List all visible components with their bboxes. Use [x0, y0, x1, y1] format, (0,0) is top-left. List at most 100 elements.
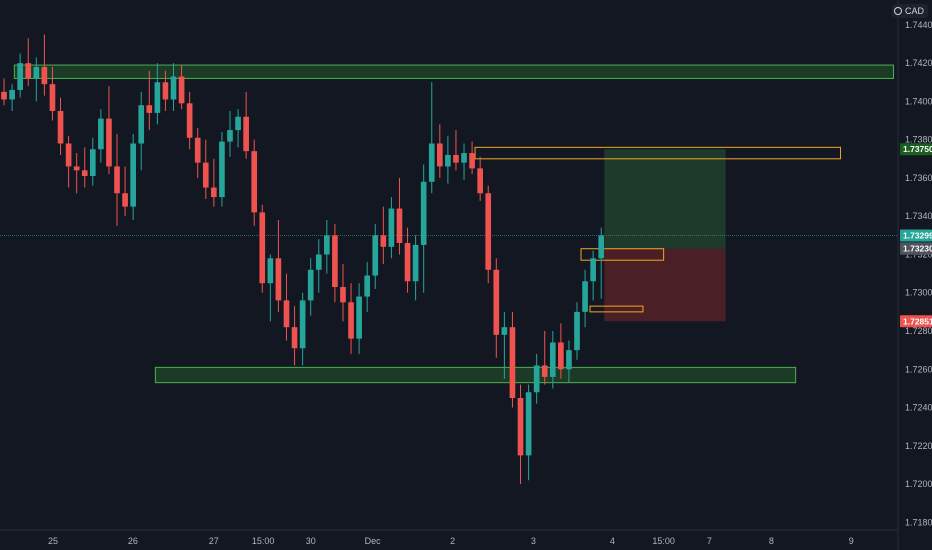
- candle-body: [558, 342, 564, 370]
- candle-body: [194, 137, 201, 163]
- candle-body: [372, 235, 379, 276]
- candle-body: [106, 118, 112, 167]
- candle-body: [41, 66, 48, 85]
- candle-body: [81, 170, 88, 177]
- time-tick-label: 30: [306, 536, 316, 546]
- candle-body: [332, 235, 338, 288]
- time-tick-label: 15:00: [652, 536, 675, 546]
- candle-body: [356, 296, 362, 339]
- candle-body: [291, 327, 298, 349]
- candle-body: [114, 166, 120, 194]
- candle-body: [33, 66, 40, 79]
- candle-body: [202, 162, 209, 188]
- candle-body: [525, 392, 532, 456]
- time-tick-label: 3: [531, 536, 536, 546]
- candle-body: [445, 154, 451, 167]
- candle-body: [49, 84, 56, 111]
- zone-support-resistance-0: [13, 64, 895, 79]
- candle-body: [461, 153, 467, 163]
- candle-body: [122, 193, 128, 207]
- price-tick-label: 1.73400: [905, 211, 932, 221]
- candle-body: [396, 208, 403, 243]
- candle-body: [453, 154, 459, 163]
- candle-body: [9, 89, 15, 100]
- candle-body: [17, 63, 23, 90]
- time-tick-label: 7: [707, 536, 712, 546]
- candle-body: [154, 82, 161, 113]
- candle-body: [89, 149, 96, 177]
- price-tick-label: 1.74000: [905, 96, 932, 106]
- time-tick-label: 9: [849, 536, 854, 546]
- candle-body: [533, 365, 540, 393]
- candle-body: [420, 181, 427, 245]
- price-tick-label: 1.73600: [905, 173, 932, 183]
- candle-body: [404, 242, 411, 282]
- zone-supply-2: [474, 146, 842, 160]
- candle-body: [501, 327, 508, 335]
- zone-order-block-4: [589, 305, 644, 313]
- candle-body: [549, 342, 556, 377]
- candle-body: [25, 63, 32, 79]
- candle-body: [315, 254, 322, 270]
- candle-body: [98, 118, 104, 150]
- currency-badge[interactable]: CAD: [891, 4, 928, 18]
- target-zone: [604, 149, 726, 249]
- candle-body: [582, 281, 588, 312]
- price-tag-bg: [900, 229, 932, 242]
- candle-body: [130, 143, 136, 207]
- candle-body: [412, 244, 419, 282]
- candle-body: [364, 275, 371, 297]
- candle-body: [57, 110, 64, 144]
- candle-body: [340, 287, 346, 303]
- time-tick-label: 4: [610, 536, 615, 546]
- time-tick-label: 2: [450, 536, 455, 546]
- candle-body: [243, 116, 249, 152]
- time-tick-label: 25: [48, 536, 58, 546]
- candle-body: [235, 116, 241, 131]
- time-tick-label: 15:00: [252, 536, 275, 546]
- price-tick-label: 1.73800: [905, 135, 932, 145]
- price-tag-bg: [900, 242, 932, 255]
- candle-body: [380, 235, 387, 247]
- candle-body: [485, 193, 492, 270]
- price-tick-label: 1.73000: [905, 288, 932, 298]
- price-tick-label: 1.72600: [905, 364, 932, 374]
- candle-body: [251, 151, 258, 213]
- candle-body: [299, 300, 306, 349]
- candle-body: [574, 311, 580, 351]
- candle-body: [324, 235, 330, 255]
- price-tag-label: 1.73230: [903, 244, 932, 254]
- candle-body: [73, 166, 80, 171]
- candle-body: [267, 258, 274, 284]
- candle-body: [170, 76, 177, 100]
- candle-body: [1, 91, 7, 100]
- price-tick-label: 1.72400: [905, 403, 932, 413]
- currency-icon: [893, 7, 902, 15]
- time-tick-label: 26: [128, 536, 138, 546]
- candle-body: [227, 130, 233, 142]
- candle-body: [348, 302, 354, 339]
- price-tag-label: 1.72851: [903, 316, 932, 326]
- zone-support-resistance-1: [154, 366, 797, 384]
- candle-body: [541, 365, 548, 377]
- candle-body: [590, 258, 596, 282]
- candle-body: [493, 269, 500, 335]
- time-tick-label: 8: [769, 536, 774, 546]
- time-tick-label: Dec: [365, 536, 382, 546]
- candle-body: [477, 168, 483, 194]
- price-tag-label: 1.73299: [903, 231, 932, 241]
- candle-body: [388, 208, 395, 247]
- candle-body: [186, 103, 193, 138]
- currency-label: CAD: [904, 6, 924, 16]
- price-tick-label: 1.74200: [905, 58, 932, 68]
- candle-body: [275, 258, 282, 301]
- candle-body: [428, 143, 435, 182]
- price-tick-label: 1.72000: [905, 479, 932, 489]
- price-tag-label: 1.73750: [903, 144, 932, 154]
- candle-body: [517, 397, 524, 456]
- stop-zone: [604, 248, 726, 322]
- price-tick-label: 1.72200: [905, 441, 932, 451]
- candle-body: [307, 269, 314, 301]
